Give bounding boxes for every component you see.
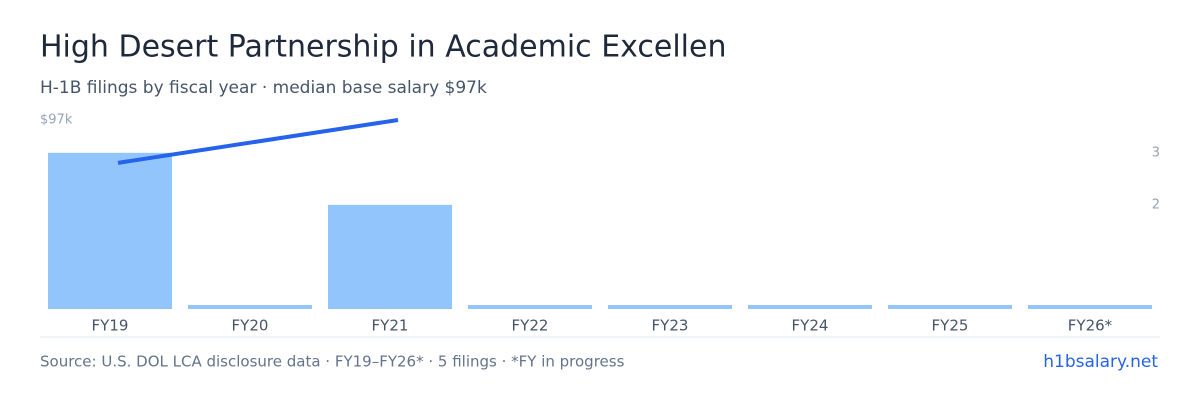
x-tick-label: FY26* <box>1068 317 1113 335</box>
x-tick-label: FY19 <box>92 317 129 335</box>
bar <box>607 305 733 309</box>
x-tick-label: FY20 <box>232 317 269 335</box>
source-note: Source: U.S. DOL LCA disclosure data · F… <box>40 353 625 371</box>
chart-title: High Desert Partnership in Academic Exce… <box>40 30 726 65</box>
bar <box>187 305 313 309</box>
y2-tick-label: 3 <box>1152 145 1160 160</box>
x-tick-label: FY25 <box>932 317 969 335</box>
y-tick-label: $97k <box>40 113 73 128</box>
bar <box>47 152 173 309</box>
x-tick-label: FY23 <box>652 317 689 335</box>
chart-subtitle: H-1B filings by fiscal year · median bas… <box>40 78 487 98</box>
salary-line <box>117 118 399 165</box>
y2-tick-label: 2 <box>1152 197 1160 212</box>
x-tick-label: FY22 <box>512 317 549 335</box>
bar <box>1027 305 1153 309</box>
bar <box>467 305 593 309</box>
x-tick-label: FY24 <box>792 317 829 335</box>
brand-link[interactable]: h1bsalary.net <box>1043 352 1158 372</box>
bar <box>887 305 1013 309</box>
bar <box>327 204 453 309</box>
x-tick-label: FY21 <box>372 317 409 335</box>
bar <box>747 305 873 309</box>
